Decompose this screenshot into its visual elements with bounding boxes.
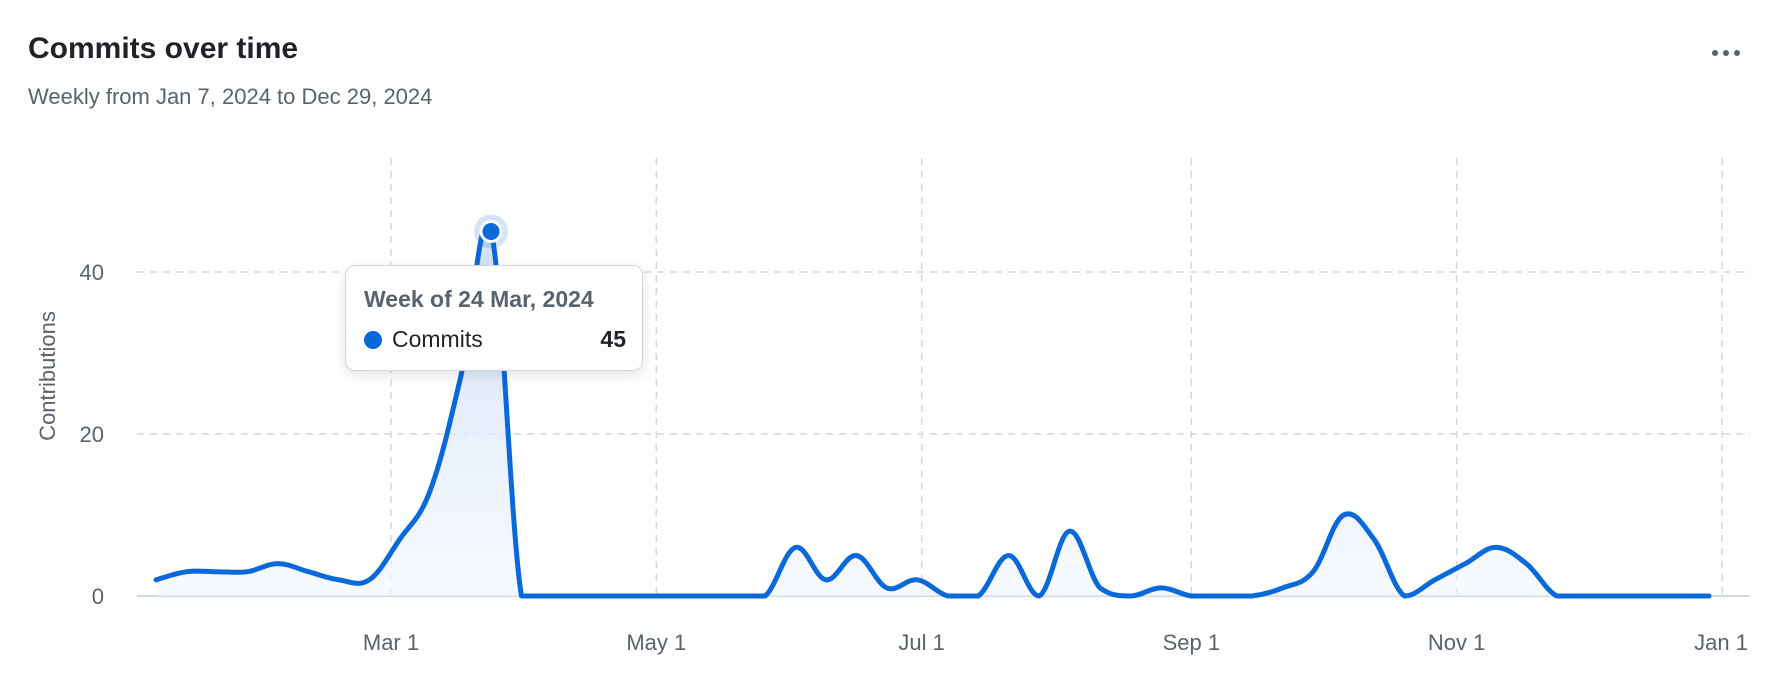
data-point[interactable] <box>453 369 469 385</box>
data-point[interactable] <box>544 588 560 604</box>
data-point[interactable] <box>940 588 956 604</box>
series-color-dot-icon <box>364 330 382 349</box>
data-point[interactable] <box>1701 588 1717 604</box>
data-point[interactable] <box>1457 556 1473 572</box>
data-point[interactable] <box>1153 580 1169 596</box>
y-axis-label: Contributions <box>35 311 60 441</box>
data-point[interactable] <box>1305 564 1321 580</box>
data-point[interactable] <box>1336 507 1352 523</box>
kebab-horizontal-icon[interactable] <box>1702 38 1750 68</box>
data-point[interactable] <box>970 588 986 604</box>
data-point[interactable] <box>1549 588 1565 604</box>
data-point[interactable] <box>1001 548 1017 564</box>
data-point[interactable] <box>1518 556 1534 572</box>
data-point[interactable] <box>574 588 590 604</box>
x-tick-label: Jul 1 <box>898 630 944 655</box>
tooltip-row: Commits 45 <box>364 326 626 353</box>
data-point[interactable] <box>1488 539 1504 555</box>
chart-title: Commits over time <box>28 32 299 65</box>
data-point[interactable] <box>239 564 255 580</box>
y-tick-label: 40 <box>80 260 104 285</box>
data-point[interactable] <box>696 588 712 604</box>
data-point[interactable] <box>1214 588 1230 604</box>
highlighted-point[interactable] <box>479 220 503 243</box>
x-tick-label: Sep 1 <box>1163 630 1221 655</box>
data-point[interactable] <box>1244 588 1260 604</box>
data-point[interactable] <box>1092 580 1108 596</box>
x-tick-label: Mar 1 <box>363 630 419 655</box>
chart-tooltip: Week of 24 Mar, 2024 Commits 45 <box>345 265 643 371</box>
data-point[interactable] <box>1640 588 1656 604</box>
y-tick-label: 0 <box>92 584 104 609</box>
data-point[interactable] <box>1396 588 1412 604</box>
data-point[interactable] <box>513 588 529 604</box>
data-point[interactable] <box>1427 572 1443 588</box>
data-point[interactable] <box>635 588 651 604</box>
data-point[interactable] <box>1579 588 1595 604</box>
data-point[interactable] <box>1062 523 1078 539</box>
data-point[interactable] <box>270 556 286 572</box>
commits-area-fill <box>156 224 1710 597</box>
data-point[interactable] <box>361 572 377 588</box>
tooltip-title: Week of 24 Mar, 2024 <box>364 286 594 312</box>
data-point[interactable] <box>392 531 408 547</box>
data-point[interactable] <box>727 588 743 604</box>
data-point[interactable] <box>331 572 347 588</box>
x-tick-label: May 1 <box>626 630 686 655</box>
data-point[interactable] <box>422 483 438 499</box>
data-point[interactable] <box>1031 588 1047 604</box>
data-point[interactable] <box>757 588 773 604</box>
data-point[interactable] <box>788 539 804 555</box>
data-point[interactable] <box>179 564 195 580</box>
data-point[interactable] <box>1671 588 1687 604</box>
x-tick-label: Jan 1 <box>1694 630 1748 655</box>
data-point[interactable] <box>666 588 682 604</box>
data-point[interactable] <box>1183 588 1199 604</box>
y-axis-ticks: 0 20 40 <box>80 260 104 609</box>
y-tick-label: 20 <box>80 422 104 447</box>
tooltip-series-value: 45 <box>600 326 626 352</box>
tooltip-series-name: Commits <box>392 326 483 352</box>
data-point[interactable] <box>1366 531 1382 547</box>
x-tick-label: Nov 1 <box>1428 630 1485 655</box>
x-axis-ticks: Mar 1 May 1 Jul 1 Sep 1 Nov 1 Jan 1 <box>363 630 1748 655</box>
data-point[interactable] <box>848 548 864 564</box>
chart-subtitle: Weekly from Jan 7, 2024 to Dec 29, 2024 <box>28 84 433 109</box>
data-point[interactable] <box>909 572 925 588</box>
data-point[interactable] <box>148 572 164 588</box>
data-point[interactable] <box>300 564 316 580</box>
data-point[interactable] <box>1275 580 1291 596</box>
grid-lines <box>137 158 1750 597</box>
data-point[interactable] <box>818 572 834 588</box>
data-point[interactable] <box>879 580 895 596</box>
data-point[interactable] <box>1122 588 1138 604</box>
data-point[interactable] <box>605 588 621 604</box>
data-point[interactable] <box>209 564 225 580</box>
commits-series-line <box>153 222 1712 599</box>
data-point[interactable] <box>1610 588 1626 604</box>
